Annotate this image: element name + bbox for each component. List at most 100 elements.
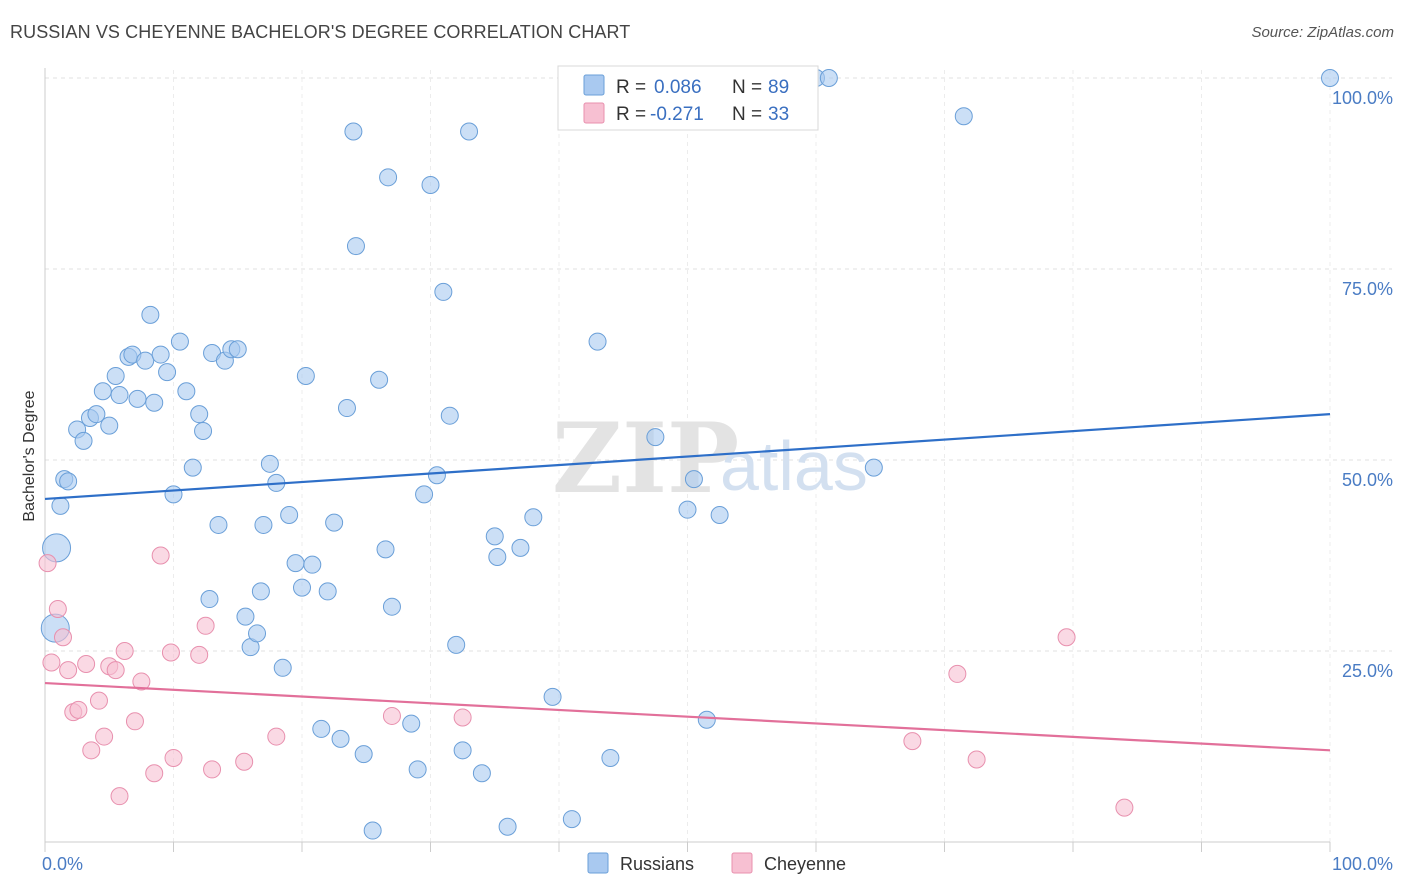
legend-r-label-russians: R = xyxy=(616,77,646,98)
point-russians xyxy=(370,370,389,389)
point-russians xyxy=(228,340,247,359)
point-russians xyxy=(524,508,543,527)
point-russians xyxy=(678,500,697,519)
point-russians xyxy=(236,607,255,626)
point-russians xyxy=(141,305,160,324)
point-russians xyxy=(485,527,504,546)
point-russians xyxy=(408,760,427,779)
point-russians xyxy=(145,393,164,412)
point-russians xyxy=(170,332,189,351)
point-russians xyxy=(379,168,398,187)
point-cheyenne xyxy=(967,750,986,769)
point-cheyenne xyxy=(382,706,401,725)
point-russians xyxy=(209,515,228,534)
point-russians xyxy=(183,458,202,477)
point-russians xyxy=(260,454,279,473)
y-axis-label: Bachelor's Degree xyxy=(21,390,38,521)
point-russians xyxy=(158,363,177,382)
legend-n-label-russians: N = xyxy=(732,77,762,98)
point-russians xyxy=(280,506,299,525)
point-russians xyxy=(354,745,373,764)
point-russians xyxy=(460,122,479,141)
point-russians xyxy=(453,741,472,760)
point-cheyenne xyxy=(453,708,472,727)
point-russians xyxy=(59,472,78,491)
point-russians xyxy=(100,416,119,435)
legend-top: R = 0.086 N = 89 R = -0.271 N = 33 xyxy=(557,65,819,131)
point-russians xyxy=(293,578,311,597)
point-russians xyxy=(200,590,219,609)
point-russians xyxy=(194,421,213,440)
point-russians xyxy=(415,485,434,504)
legend-r-value-cheyenne: -0.271 xyxy=(650,104,704,125)
point-russians xyxy=(151,345,170,364)
point-russians xyxy=(190,405,209,424)
legend-n-value-cheyenne: 33 xyxy=(768,104,789,125)
point-cheyenne xyxy=(203,760,222,779)
point-cheyenne xyxy=(95,727,114,746)
legend-bottom-label-cheyenne: Cheyenne xyxy=(764,854,846,874)
legend-swatch-russians xyxy=(583,74,605,96)
point-russians xyxy=(286,554,305,573)
point-cheyenne xyxy=(948,664,967,683)
point-russians xyxy=(325,513,344,532)
point-cheyenne xyxy=(145,764,164,783)
point-russians xyxy=(303,555,322,574)
point-russians xyxy=(562,810,581,829)
point-russians xyxy=(402,714,421,733)
point-russians xyxy=(363,821,382,840)
point-russians xyxy=(601,748,620,767)
point-cheyenne xyxy=(267,727,286,746)
point-cheyenne xyxy=(38,554,57,573)
point-russians xyxy=(331,729,350,748)
point-russians xyxy=(51,496,70,515)
point-russians xyxy=(498,817,517,836)
legend-bottom-swatch-cheyenne xyxy=(731,852,753,874)
legend-bottom-swatch-russians xyxy=(587,852,609,874)
point-russians xyxy=(273,658,292,677)
points-layer xyxy=(38,69,1339,840)
point-cheyenne xyxy=(89,691,108,710)
point-cheyenne xyxy=(164,748,183,767)
point-russians xyxy=(472,764,491,783)
point-russians xyxy=(376,540,395,559)
legend-n-label-cheyenne: N = xyxy=(732,104,762,125)
point-russians xyxy=(251,582,270,601)
point-russians xyxy=(346,237,365,256)
point-russians xyxy=(646,428,665,447)
point-russians xyxy=(164,485,183,504)
point-russians xyxy=(128,389,147,408)
trend-layer xyxy=(44,413,1331,752)
watermark-atlas: atlas xyxy=(720,427,868,505)
point-russians xyxy=(1321,69,1339,87)
point-cheyenne xyxy=(53,628,72,647)
point-russians xyxy=(440,406,459,425)
point-russians xyxy=(87,405,106,424)
legend-bottom: Russians Cheyenne xyxy=(587,852,846,874)
point-russians xyxy=(588,332,607,351)
point-russians xyxy=(421,175,440,194)
point-russians xyxy=(106,366,125,385)
chart-title: RUSSIAN VS CHEYENNE BACHELOR'S DEGREE CO… xyxy=(10,22,631,42)
point-russians xyxy=(254,515,273,534)
y-tick-label: 25.0% xyxy=(1342,661,1393,681)
point-russians xyxy=(954,107,973,126)
legend-r-label-cheyenne: R = xyxy=(616,104,646,125)
point-cheyenne xyxy=(151,546,170,565)
point-cheyenne xyxy=(235,752,254,771)
point-russians xyxy=(819,69,838,87)
trend-line-russians xyxy=(44,413,1331,501)
point-russians xyxy=(74,431,93,450)
point-cheyenne xyxy=(77,654,96,673)
point-russians xyxy=(312,719,331,738)
legend-swatch-cheyenne xyxy=(583,102,605,124)
point-russians xyxy=(93,382,112,401)
y-tick-label: 75.0% xyxy=(1342,279,1393,299)
watermark: ZIP atlas xyxy=(552,402,868,515)
point-cheyenne xyxy=(161,643,180,662)
point-russians xyxy=(344,122,363,141)
point-russians xyxy=(511,538,530,557)
point-cheyenne xyxy=(1115,798,1134,817)
point-cheyenne xyxy=(903,732,922,751)
point-cheyenne xyxy=(59,661,78,680)
